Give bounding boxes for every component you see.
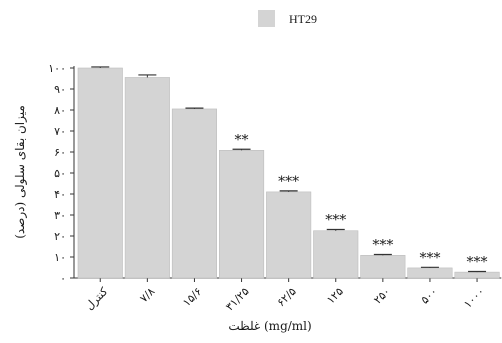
bar bbox=[360, 255, 406, 279]
bar bbox=[171, 108, 217, 279]
y-tick-label: ۱۰۰ bbox=[48, 62, 66, 75]
legend: HT29 bbox=[258, 10, 317, 27]
x-tick-label: ۷/۸ bbox=[137, 285, 157, 305]
x-tick-label: ۲۵۰ bbox=[371, 285, 393, 307]
bar bbox=[77, 67, 123, 279]
x-tick-label: ۱۰۰۰ bbox=[461, 285, 487, 311]
y-axis-title: میزان بقای سلولی (درصد) bbox=[13, 105, 27, 239]
significance-label: *** bbox=[372, 237, 393, 253]
bar bbox=[219, 150, 265, 279]
legend-swatch bbox=[258, 10, 275, 27]
bar bbox=[266, 191, 312, 279]
x-tick-label: ۱۲۵ bbox=[324, 285, 346, 307]
x-tick-label: کنترل bbox=[83, 284, 111, 312]
bar bbox=[454, 271, 500, 279]
bar bbox=[313, 230, 359, 279]
x-tick-label: ۵۰۰ bbox=[418, 285, 440, 307]
significance-label: *** bbox=[278, 174, 299, 190]
bar bbox=[124, 77, 170, 279]
y-tick-label: ۲۰ bbox=[54, 230, 66, 243]
x-tick-label: ۳۱/۲۵ bbox=[223, 285, 252, 314]
x-tick-label: ۱۵/۶ bbox=[180, 285, 204, 309]
y-tick-label: ۷۰ bbox=[54, 125, 66, 138]
y-tick-label: ۱۰ bbox=[54, 251, 66, 264]
x-axis-title: غلظت (mg/ml) bbox=[228, 319, 311, 333]
y-tick-label: ۰ bbox=[60, 272, 66, 285]
bar bbox=[407, 267, 453, 279]
significance-label: ** bbox=[235, 132, 249, 148]
x-tick-label: ۶۲/۵ bbox=[274, 285, 298, 309]
legend-label: HT29 bbox=[289, 12, 317, 26]
y-tick-label: ۶۰ bbox=[54, 146, 66, 159]
y-tick-label: ۴۰ bbox=[54, 188, 66, 201]
y-tick-label: ۹۰ bbox=[54, 83, 66, 96]
y-tick-label: ۳۰ bbox=[54, 209, 66, 222]
significance-label: *** bbox=[419, 250, 440, 266]
y-tick-label: ۸۰ bbox=[54, 104, 66, 117]
y-tick-label: ۵۰ bbox=[54, 167, 66, 180]
significance-label: *** bbox=[325, 212, 346, 228]
bars bbox=[77, 66, 500, 279]
significance-label: *** bbox=[467, 254, 488, 270]
